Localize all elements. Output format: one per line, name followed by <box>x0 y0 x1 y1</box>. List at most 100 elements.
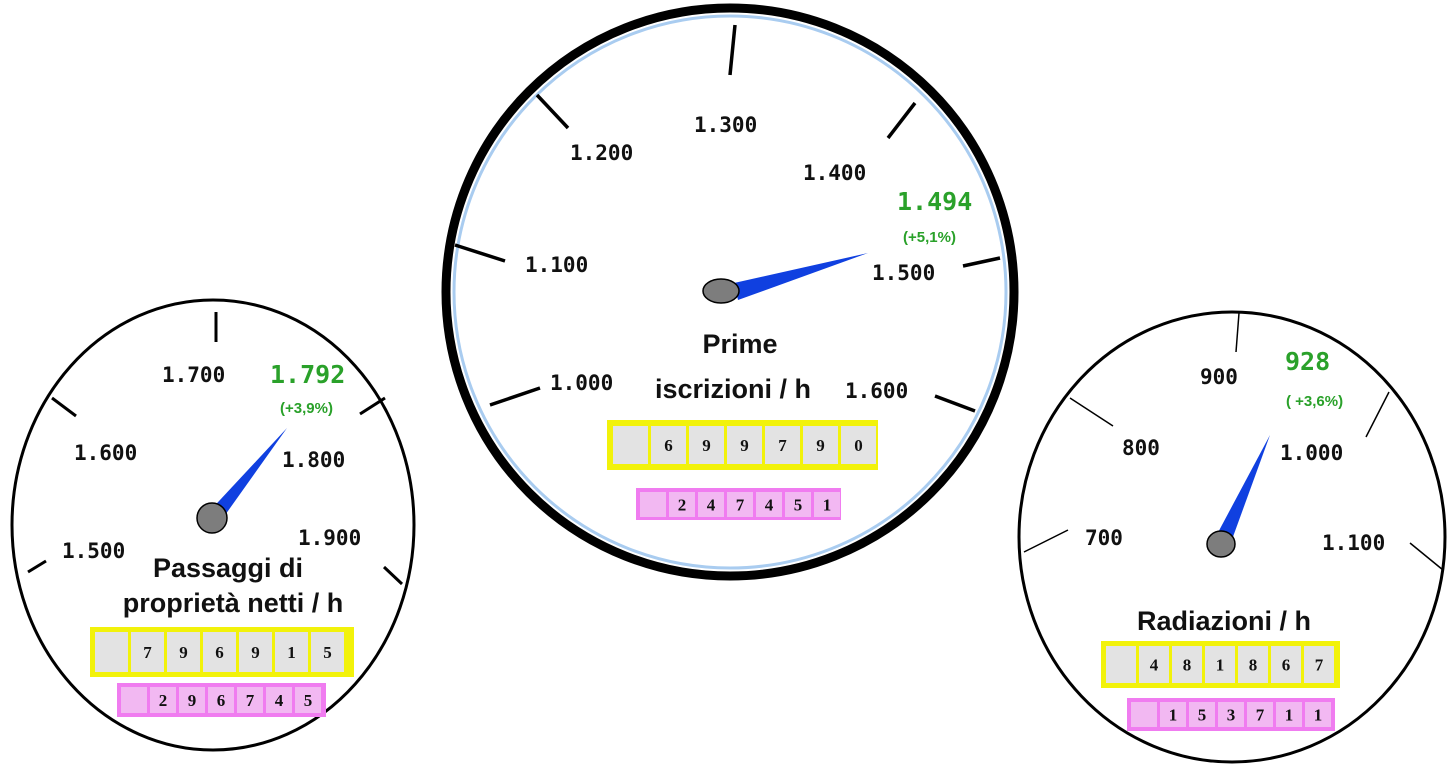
counter-cell <box>1305 702 1331 727</box>
counter-digit: 1 <box>823 496 832 515</box>
gauge-title: iscrizioni / h <box>655 374 811 404</box>
counter-cell <box>1172 646 1202 683</box>
change-percent: ( +3,6%) <box>1286 393 1343 410</box>
gauge-tick <box>27 559 47 574</box>
counter-digit: 7 <box>778 436 787 455</box>
tick-label: 1.400 <box>803 161 866 185</box>
gauge-title: Radiazioni / h <box>1137 606 1311 636</box>
gauge-tick <box>934 394 976 413</box>
counter-cell <box>208 687 234 713</box>
counter-digit: 0 <box>854 436 863 455</box>
counter-digit: 5 <box>794 496 803 515</box>
current-value: 1.792 <box>270 360 345 389</box>
tick-label: 1.600 <box>74 441 137 465</box>
tick-label: 1.600 <box>845 379 908 403</box>
counter-digit: 7 <box>143 643 152 662</box>
needle-hub <box>196 502 228 534</box>
current-value: 928 <box>1285 347 1330 376</box>
counter-digit: 3 <box>1227 706 1236 725</box>
counter-cell <box>756 492 782 517</box>
total-counter: 7 9 6 9 1 5 <box>90 627 354 677</box>
tick-label: 1.200 <box>570 141 633 165</box>
counter-digit: 2 <box>159 691 168 710</box>
change-percent: (+5,1%) <box>903 229 956 246</box>
gauge-prime: 1.000 1.100 1.200 1.300 1.400 1.500 1.60… <box>441 3 1019 581</box>
gauge-needle <box>206 428 287 525</box>
counter-cell <box>1276 702 1302 727</box>
counter-digit: 5 <box>1198 706 1207 725</box>
counter-cell <box>727 426 762 464</box>
counter-cell <box>1271 646 1301 683</box>
counter-cell <box>95 632 128 672</box>
counter-digit: 4 <box>707 496 716 515</box>
gauge-needle <box>1214 435 1270 545</box>
gauge-tick <box>489 386 541 407</box>
gauge-rim <box>452 14 1008 570</box>
gauge-tick <box>1409 542 1444 571</box>
counter-cell <box>275 632 308 672</box>
counter-digit: 4 <box>275 691 284 710</box>
counter-digit: 5 <box>304 691 313 710</box>
tick-label: 900 <box>1200 365 1238 389</box>
counter-digit: 9 <box>179 643 188 662</box>
tick-label: 1.700 <box>162 363 225 387</box>
tick-label: 1.000 <box>1280 441 1343 465</box>
needle-hub <box>1206 530 1236 558</box>
counter-digit: 4 <box>1150 656 1159 675</box>
tick-label: 1.500 <box>872 261 935 285</box>
tick-label: 1.900 <box>298 526 361 550</box>
gauge-tick <box>962 256 1001 268</box>
counter-digit: 9 <box>251 643 260 662</box>
counter-digit: 7 <box>246 691 255 710</box>
counter-cell <box>167 632 200 672</box>
counter-digit: 9 <box>816 436 825 455</box>
counter-cell <box>669 492 695 517</box>
gauge-tick <box>886 101 917 140</box>
counter-cell <box>765 426 800 464</box>
counter-cell <box>121 687 147 713</box>
counter-cell <box>613 426 648 464</box>
gauge-tick <box>359 396 386 416</box>
counter-digit: 6 <box>215 643 224 662</box>
counter-cell <box>179 687 205 713</box>
counter-cell <box>266 687 292 713</box>
current-value: 1.494 <box>897 187 972 216</box>
counter-digit: 8 <box>1249 656 1258 675</box>
counter-cell <box>1247 702 1273 727</box>
counter-digit: 1 <box>1216 656 1225 675</box>
counter-cell <box>651 426 686 464</box>
tick-label: 1.300 <box>694 113 757 137</box>
gauge-title: proprietà netti / h <box>123 588 344 618</box>
sub-counter: 2 4 7 4 5 1 <box>636 488 841 520</box>
counter-cell <box>1238 646 1268 683</box>
counter-digit: 1 <box>1285 706 1294 725</box>
counter-digit: 6 <box>664 436 673 455</box>
counter-digit: 6 <box>1282 656 1291 675</box>
counter-digit: 9 <box>740 436 749 455</box>
gauge-title: Passaggi di <box>153 553 303 583</box>
counter-digit: 9 <box>188 691 197 710</box>
gauge-tick <box>382 565 404 586</box>
counter-digit: 1 <box>287 643 296 662</box>
gauge-tick <box>454 243 506 263</box>
gauge-tick <box>51 396 77 418</box>
counter-cell <box>785 492 811 517</box>
counter-cell <box>1131 702 1157 727</box>
counter-cell <box>1205 646 1235 683</box>
counter-digit: 7 <box>736 496 745 515</box>
tick-label: 1.100 <box>525 253 588 277</box>
counter-digit: 2 <box>678 496 687 515</box>
change-percent: (+3,9%) <box>280 400 333 417</box>
tick-label: 700 <box>1085 526 1123 550</box>
counter-digit: 7 <box>1315 656 1324 675</box>
counter-cell <box>311 632 344 672</box>
counter-digit: 9 <box>702 436 711 455</box>
total-counter: 6 9 9 7 9 0 <box>607 420 878 470</box>
counter-cell <box>803 426 838 464</box>
counter-digit: 8 <box>1183 656 1192 675</box>
total-counter: 4 8 1 8 6 7 <box>1101 641 1340 688</box>
counter-cell <box>1189 702 1215 727</box>
counter-cell <box>131 632 164 672</box>
counter-digit: 1 <box>1169 706 1178 725</box>
